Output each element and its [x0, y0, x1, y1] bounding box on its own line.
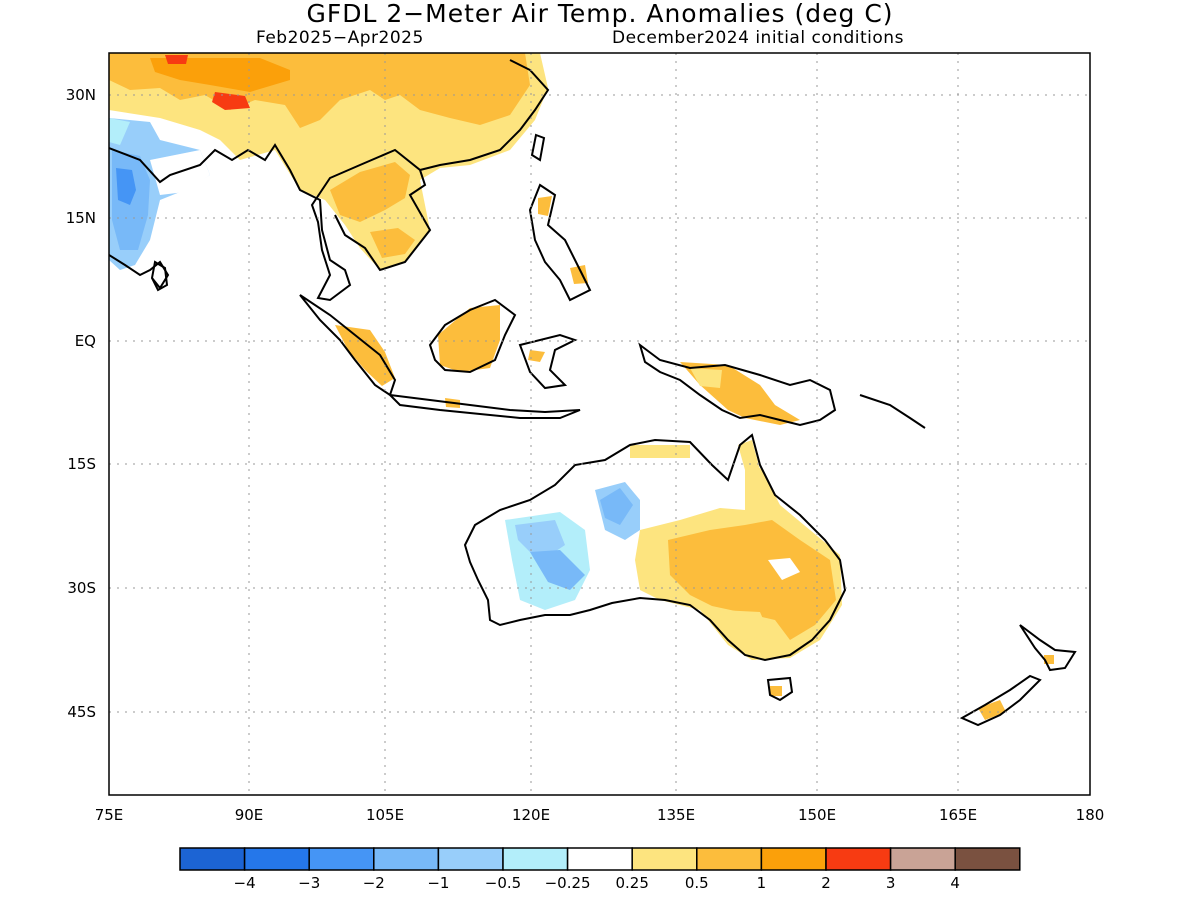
map-frame — [108, 52, 1091, 796]
longitude-labels: 75E 90E 105E 120E 135E 150E 165E 180 — [95, 806, 1105, 824]
colorbar-swatch — [631, 847, 698, 871]
shading-india-cool-2 — [116, 168, 136, 205]
shading-australia-yellow-spot — [720, 610, 770, 640]
colorbar-label: 1 — [757, 874, 767, 892]
colorbar-swatch — [566, 847, 633, 871]
colorbar-swatch — [308, 847, 375, 871]
shading-tasmania — [770, 686, 782, 696]
colorbar-label: −1 — [427, 874, 449, 892]
coast-sri-lanka — [150, 260, 169, 292]
coast-borneo — [428, 298, 517, 374]
colorbar-swatch — [373, 847, 440, 871]
lat-label: 45S — [67, 703, 96, 721]
lat-label: 15S — [67, 455, 96, 473]
lon-label: 105E — [366, 806, 404, 824]
coast-nz-south — [959, 674, 1042, 727]
colorbar-swatch — [954, 847, 1021, 871]
colorbar-label: −3 — [298, 874, 320, 892]
coast-philippines — [528, 183, 592, 302]
colorbar-label: 4 — [950, 874, 960, 892]
lat-label: 15N — [66, 209, 96, 227]
colorbar-swatch — [696, 847, 763, 871]
colorbar-swatch — [825, 847, 892, 871]
colorbar-swatch — [179, 847, 246, 871]
coast-newguinea — [638, 342, 837, 427]
shading-australia-white-spot — [768, 558, 800, 580]
lon-label: 75E — [95, 806, 124, 824]
latitude-labels: 30N 15N EQ 15S 30S 45S — [66, 86, 96, 721]
lat-label: 30N — [66, 86, 96, 104]
forecast-period: Feb2025−Apr2025 — [256, 28, 424, 48]
shading-tibet-3a — [212, 92, 250, 110]
shading-philippines — [538, 196, 552, 216]
lon-label: 150E — [798, 806, 836, 824]
initial-conditions: December2024 initial conditions — [612, 28, 904, 48]
lon-label: 90E — [235, 806, 264, 824]
shading-luzon — [570, 265, 588, 284]
shading-borneo — [438, 305, 500, 372]
shading-nz — [978, 700, 1006, 720]
lon-label: 180 — [1076, 806, 1105, 824]
colorbar-label: 3 — [886, 874, 896, 892]
coast-taiwan — [530, 133, 546, 162]
shading-australia-warm-1 — [668, 520, 836, 640]
coast-australia — [463, 433, 847, 662]
colorbar-swatch — [502, 847, 569, 871]
shading-tibet-3b — [165, 55, 188, 64]
shading-tibet-2 — [150, 58, 290, 92]
coast-java — [387, 393, 581, 419]
shading-australia-cool-3 — [530, 550, 585, 590]
colorbar-swatch — [437, 847, 504, 871]
coast-solomons — [859, 394, 926, 429]
colorbar-swatch — [243, 847, 310, 871]
coast-sulawesi — [518, 333, 578, 390]
shading-capeyork — [738, 440, 760, 470]
colorbar-swatch — [760, 847, 827, 871]
lon-label: 165E — [939, 806, 977, 824]
colorbar-swatch — [889, 847, 956, 871]
colorbar-label: −4 — [234, 874, 256, 892]
colorbar-label: 0.25 — [615, 874, 648, 892]
shading-australia-north — [630, 445, 690, 458]
shading-india-light — [109, 118, 130, 145]
lon-label: 135E — [657, 806, 695, 824]
shading-australia-cool-2 — [515, 520, 565, 555]
graticule — [109, 53, 1090, 795]
lat-label: 30S — [67, 579, 96, 597]
colorbar-label: −0.25 — [545, 874, 591, 892]
coast-tasmania — [766, 676, 794, 702]
lat-label: EQ — [75, 332, 96, 350]
map-title: GFDL 2−Meter Air Temp. Anomalies (deg C) — [306, 0, 894, 28]
shading-sumatra — [335, 325, 395, 386]
shading-china-warm-1 — [330, 162, 410, 222]
colorbar-label: −0.5 — [485, 874, 521, 892]
coast-nz-north — [1019, 624, 1077, 672]
colorbar-label: 0.5 — [685, 874, 709, 892]
colorbar-label: 2 — [821, 874, 831, 892]
lon-label: 120E — [512, 806, 550, 824]
shading-newguinea-2 — [690, 368, 722, 388]
shading-australia-cool-5 — [600, 488, 633, 525]
shading-indochina-1 — [370, 228, 415, 258]
shading-sulawesi — [528, 350, 545, 362]
colorbar: −4 −3 −2 −1 −0.5 −0.25 0.25 0.5 1 2 3 4 — [179, 847, 1021, 892]
coastlines — [109, 59, 1077, 727]
anomaly-shading — [109, 53, 1054, 720]
colorbar-label: −2 — [363, 874, 385, 892]
